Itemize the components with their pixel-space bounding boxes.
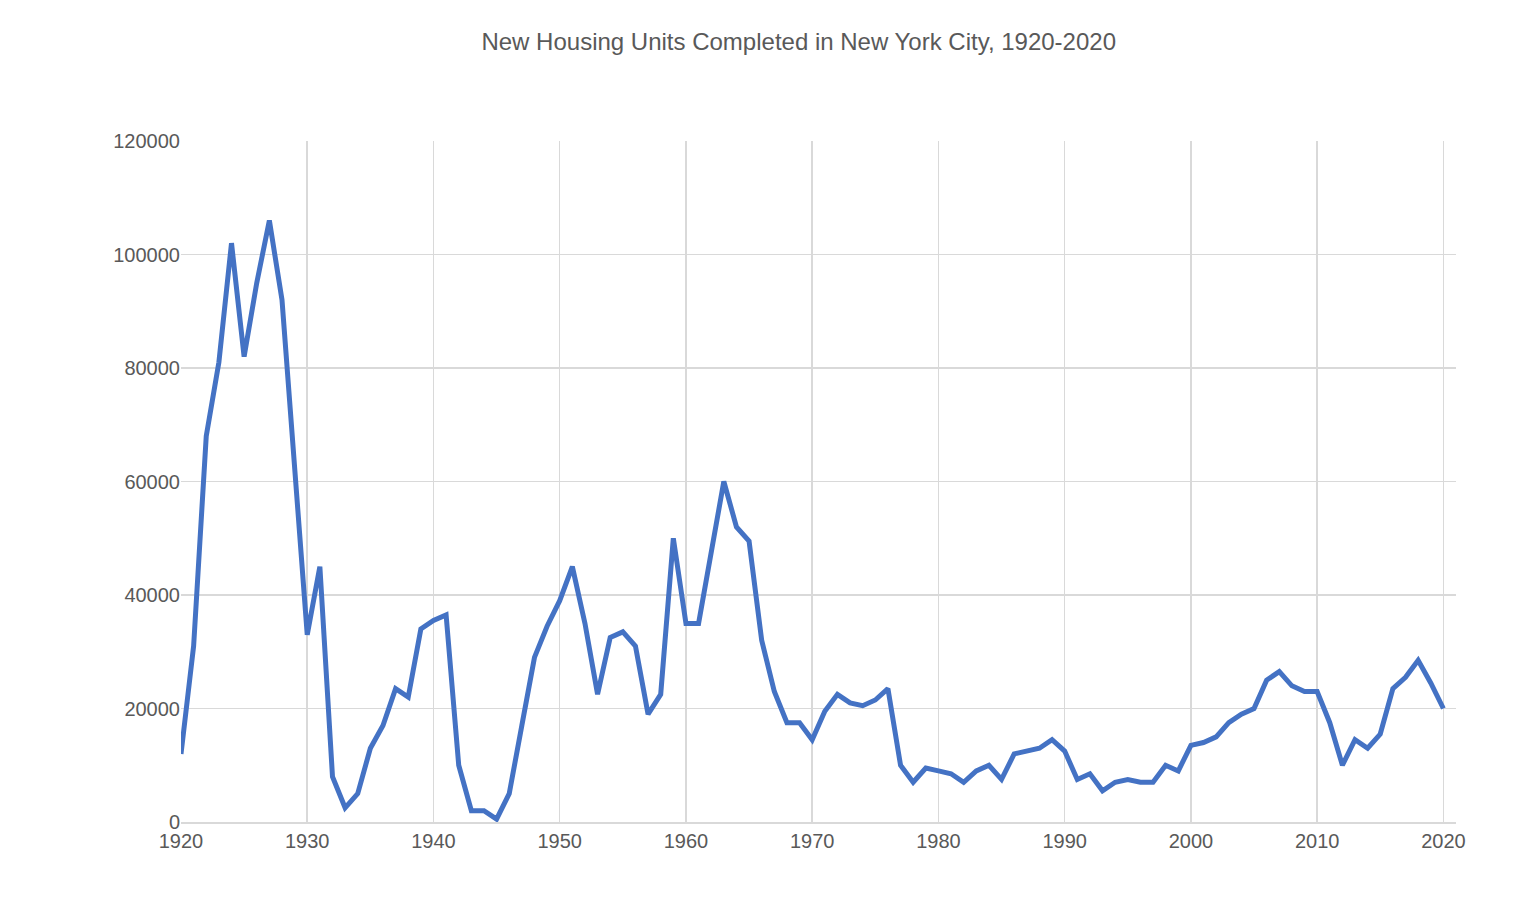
svg-text:1970: 1970 (790, 830, 835, 852)
svg-text:1950: 1950 (537, 830, 582, 852)
svg-text:1940: 1940 (411, 830, 456, 852)
svg-text:New Housing Units Completed in: New Housing Units Completed in New York … (481, 28, 1116, 55)
svg-text:2020: 2020 (1421, 830, 1466, 852)
svg-text:1960: 1960 (664, 830, 709, 852)
svg-text:20000: 20000 (124, 698, 180, 720)
svg-text:60000: 60000 (124, 471, 180, 493)
svg-text:1920: 1920 (159, 830, 204, 852)
svg-text:120000: 120000 (113, 130, 180, 152)
svg-text:1980: 1980 (916, 830, 961, 852)
svg-text:40000: 40000 (124, 584, 180, 606)
svg-text:100000: 100000 (113, 244, 180, 266)
svg-text:0: 0 (169, 811, 180, 833)
svg-text:2010: 2010 (1295, 830, 1340, 852)
svg-text:1990: 1990 (1042, 830, 1087, 852)
svg-text:1930: 1930 (285, 830, 330, 852)
svg-text:80000: 80000 (124, 357, 180, 379)
svg-text:2000: 2000 (1169, 830, 1214, 852)
